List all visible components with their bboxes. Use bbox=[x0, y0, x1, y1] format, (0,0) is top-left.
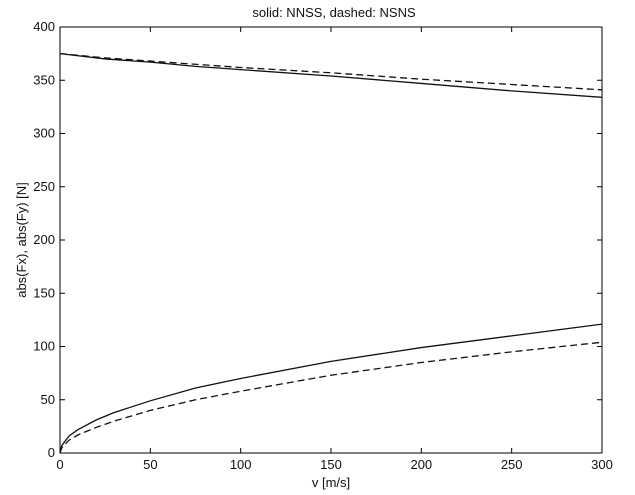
y-tick-label: 0 bbox=[48, 445, 55, 460]
x-tick-label: 250 bbox=[501, 457, 523, 472]
x-ticks: 0 50 100 150 200 250 300 bbox=[56, 27, 613, 472]
x-tick-label: 50 bbox=[143, 457, 157, 472]
series-line-1-solid bbox=[59, 52, 603, 98]
y-ticks: 0 50 100 150 200 250 300 350 400 bbox=[33, 19, 602, 460]
x-axis-label: v [m/s] bbox=[312, 475, 350, 490]
y-tick-label: 200 bbox=[33, 232, 55, 247]
y-tick-label: 150 bbox=[33, 285, 55, 300]
y-tick-label: 350 bbox=[33, 72, 55, 87]
x-tick-label: 200 bbox=[410, 457, 432, 472]
series-line-3-solid bbox=[59, 323, 603, 454]
y-tick-label: 400 bbox=[33, 19, 55, 34]
chart-title: solid: NNSS, dashed: NSNS bbox=[252, 5, 416, 20]
y-tick-label: 300 bbox=[33, 126, 55, 141]
series-line-4-dashed bbox=[59, 341, 603, 454]
y-tick-label: 50 bbox=[41, 392, 55, 407]
series-line-2-dashed bbox=[59, 52, 603, 91]
x-tick-label: 0 bbox=[56, 457, 63, 472]
y-tick-label: 250 bbox=[33, 179, 55, 194]
x-tick-label: 150 bbox=[320, 457, 342, 472]
series-group bbox=[59, 52, 603, 454]
y-axis-label: abs(Fx), abs(Fy) [N] bbox=[14, 182, 29, 298]
x-tick-label: 100 bbox=[230, 457, 252, 472]
x-tick-label: 300 bbox=[591, 457, 613, 472]
y-tick-label: 100 bbox=[33, 339, 55, 354]
